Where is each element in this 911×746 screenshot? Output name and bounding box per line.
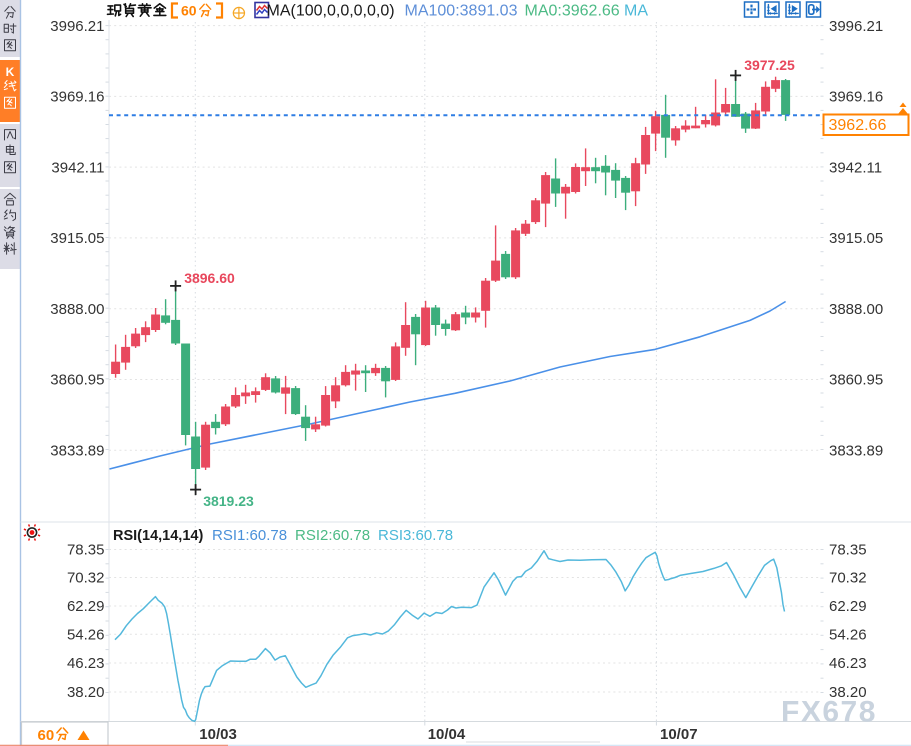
svg-text:3819.23: 3819.23 xyxy=(203,493,254,509)
svg-text:3888.00: 3888.00 xyxy=(829,301,883,318)
svg-text:62.29: 62.29 xyxy=(67,598,105,615)
svg-text:MA: MA xyxy=(624,3,648,20)
svg-text:3977.25: 3977.25 xyxy=(744,57,795,73)
svg-text:3942.11: 3942.11 xyxy=(51,159,104,176)
svg-text:3962.66: 3962.66 xyxy=(829,117,887,134)
svg-text:46.23: 46.23 xyxy=(67,655,105,672)
svg-text:54.26: 54.26 xyxy=(67,627,105,644)
svg-text:3915.05: 3915.05 xyxy=(829,230,883,247)
svg-text:K: K xyxy=(6,65,15,79)
svg-text:FX678: FX678 xyxy=(781,696,877,729)
svg-text:3996.21: 3996.21 xyxy=(829,18,883,35)
svg-text:RSI3:60.78: RSI3:60.78 xyxy=(378,527,453,544)
svg-text:10/07: 10/07 xyxy=(660,726,698,743)
svg-text:RSI(14,14,14): RSI(14,14,14) xyxy=(113,528,203,544)
svg-text:RSI2:60.78: RSI2:60.78 xyxy=(295,527,370,544)
svg-text:10/03: 10/03 xyxy=(199,726,237,743)
svg-text:62.29: 62.29 xyxy=(829,598,867,615)
svg-text:70.32: 70.32 xyxy=(67,570,105,587)
svg-text:38.20: 38.20 xyxy=(829,684,867,701)
svg-text:3915.05: 3915.05 xyxy=(50,230,104,247)
svg-text:3969.16: 3969.16 xyxy=(829,89,883,106)
svg-text:3896.60: 3896.60 xyxy=(184,270,235,286)
svg-text:3969.16: 3969.16 xyxy=(50,89,104,106)
svg-text:60: 60 xyxy=(181,3,197,19)
svg-text:3833.89: 3833.89 xyxy=(829,443,883,460)
svg-text:46.23: 46.23 xyxy=(829,655,867,672)
svg-text:54.26: 54.26 xyxy=(829,627,867,644)
svg-text:70.32: 70.32 xyxy=(829,570,867,587)
svg-text:78.35: 78.35 xyxy=(829,542,867,559)
svg-text:10/04: 10/04 xyxy=(428,726,466,743)
svg-text:38.20: 38.20 xyxy=(67,684,105,701)
svg-text:78.35: 78.35 xyxy=(67,542,105,559)
svg-text:MA(100,0,0,0,0,0): MA(100,0,0,0,0,0) xyxy=(267,3,395,20)
svg-text:3833.89: 3833.89 xyxy=(50,443,104,460)
svg-text:3888.00: 3888.00 xyxy=(50,301,104,318)
svg-text:3860.95: 3860.95 xyxy=(829,372,883,389)
svg-text:MA0:3962.66: MA0:3962.66 xyxy=(525,3,620,20)
svg-text:3996.21: 3996.21 xyxy=(50,18,104,35)
svg-text:MA100:3891.03: MA100:3891.03 xyxy=(405,3,518,20)
svg-text:3860.95: 3860.95 xyxy=(50,372,104,389)
svg-text:3942.11: 3942.11 xyxy=(829,159,882,176)
svg-text:RSI1:60.78: RSI1:60.78 xyxy=(212,527,287,544)
svg-text:60: 60 xyxy=(38,727,55,744)
